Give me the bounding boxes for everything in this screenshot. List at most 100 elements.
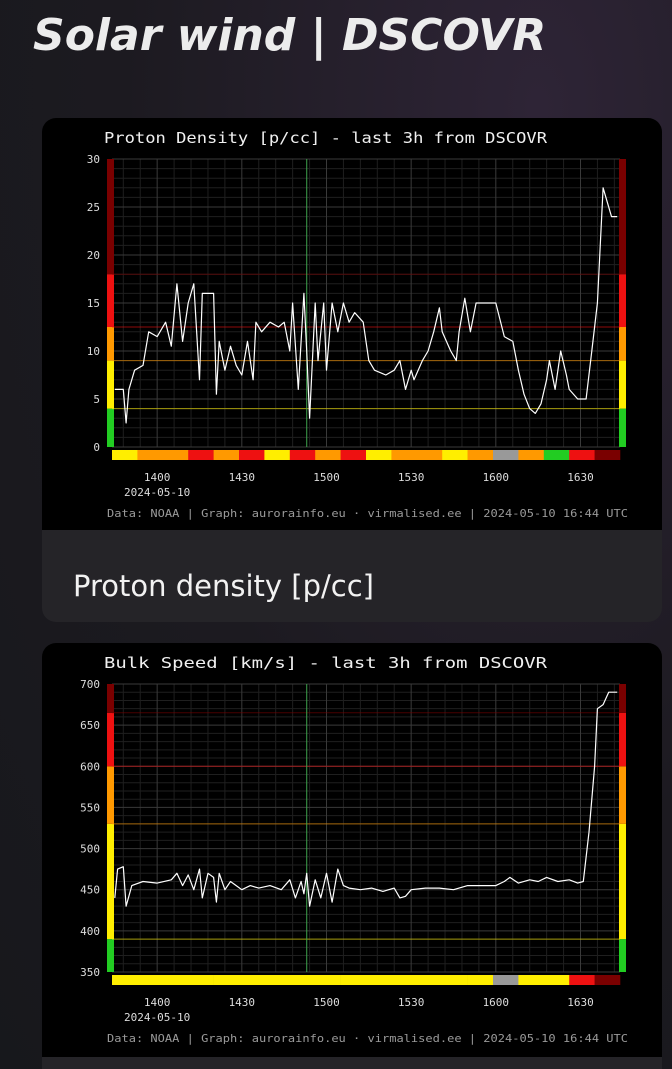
zone-bar [619,712,626,767]
status-segment [315,450,341,460]
status-segment [493,975,519,985]
zone-bar [619,939,626,972]
zone-bar [619,360,626,409]
data-line [114,691,618,907]
status-segment [264,450,291,460]
status-segment [162,975,189,985]
status-segment [543,975,570,985]
zone-bar [619,274,626,327]
chart-footer: Data: NOAA | Graph: aurorainfo.eu · virm… [107,508,628,520]
y-tick-label: 500 [80,843,100,856]
page-title: Solar wind | DSCOVR [33,10,546,61]
status-segment [442,450,468,460]
zone-bar [107,823,114,940]
status-segment [467,450,494,460]
x-tick-label: 1600 [483,471,510,484]
status-segment [543,450,570,460]
card: Proton density [p/cc] [42,118,662,622]
status-segment [289,450,316,460]
status-segment [213,975,240,985]
x-tick-label: 1630 [567,471,594,484]
status-segment [416,975,443,985]
status-segment [188,450,214,460]
zone-bar [619,823,626,940]
status-segment [467,975,494,985]
status-segment [569,975,595,985]
zone-bar [619,327,626,361]
zone-bar [107,939,114,972]
status-segment [391,450,418,460]
status-segment [493,450,519,460]
status-segment [518,450,545,460]
status-segment [289,975,316,985]
status-segment [340,975,367,985]
zone-bar [107,360,114,409]
y-tick-label: 350 [80,966,100,979]
zone-bar [619,408,626,447]
x-tick-label: 1500 [313,996,340,1009]
zone-bar [107,159,114,275]
zone-bar [107,274,114,327]
y-tick-label: 5 [93,393,100,406]
y-tick-label: 400 [80,925,100,938]
x-tick-label: 1500 [313,471,340,484]
status-segment [594,975,621,985]
status-segment [569,450,595,460]
x-tick-label: 1630 [567,996,594,1009]
status-segment [213,450,240,460]
x-tick-label: 1530 [398,996,425,1009]
status-segment [137,975,164,985]
status-segment [112,450,138,460]
chart-bg [42,665,662,1057]
zone-bar [107,712,114,767]
chart: Bulk Speed [km/s] - last 3h from DSCOVR 3… [80,654,628,1045]
status-segment [264,975,291,985]
chart-title: Bulk Speed [km/s] - last 3h from DSCOVR [104,654,548,672]
y-tick-label: 15 [87,297,100,310]
card-caption[interactable]: Proton density [p/cc] [73,569,374,603]
zone-bar [107,408,114,447]
status-segment [594,450,621,460]
status-segment [340,450,367,460]
x-tick-label: 1530 [398,471,425,484]
y-tick-label: 550 [80,801,100,814]
x-date-label: 2024-05-10 [124,486,190,499]
zone-bar [107,684,114,713]
chart-bg [42,140,662,530]
chart-footer: Data: NOAA | Graph: aurorainfo.eu · virm… [107,1033,628,1045]
status-segment [188,975,214,985]
y-tick-label: 25 [87,201,100,214]
status-segment [442,975,468,985]
zone-bar [619,766,626,824]
x-tick-label: 1600 [483,996,510,1009]
x-tick-label: 1400 [144,471,171,484]
y-tick-label: 30 [87,153,100,166]
y-tick-label: 600 [80,760,100,773]
status-segment [391,975,418,985]
status-segment [416,450,443,460]
status-segment [137,450,164,460]
x-tick-label: 1430 [229,996,256,1009]
status-segment [112,975,138,985]
chart-title: Proton Density [p/cc] - last 3h from DSC… [104,129,548,147]
y-tick-label: 700 [80,678,100,691]
status-segment [366,450,392,460]
x-date-label: 2024-05-10 [124,1011,190,1024]
data-line [114,187,618,424]
y-tick-label: 20 [87,249,100,262]
zone-bar [619,159,626,275]
status-segment [162,450,189,460]
zone-bar [107,327,114,361]
status-segment [239,450,265,460]
y-tick-label: 650 [80,719,100,732]
y-tick-label: 450 [80,884,100,897]
status-segment [239,975,265,985]
y-tick-label: 10 [87,345,100,358]
status-segment [366,975,392,985]
zone-bar [619,684,626,713]
x-tick-label: 1400 [144,996,171,1009]
chart: Proton Density [p/cc] - last 3h from DSC… [87,129,628,520]
status-segment [518,975,545,985]
status-segment [315,975,341,985]
